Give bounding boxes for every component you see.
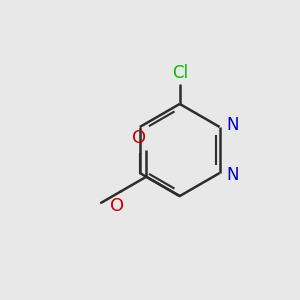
Text: N: N: [226, 116, 239, 134]
Text: O: O: [110, 197, 124, 215]
Text: N: N: [226, 166, 239, 184]
Text: O: O: [132, 129, 146, 147]
Text: Cl: Cl: [172, 64, 188, 82]
